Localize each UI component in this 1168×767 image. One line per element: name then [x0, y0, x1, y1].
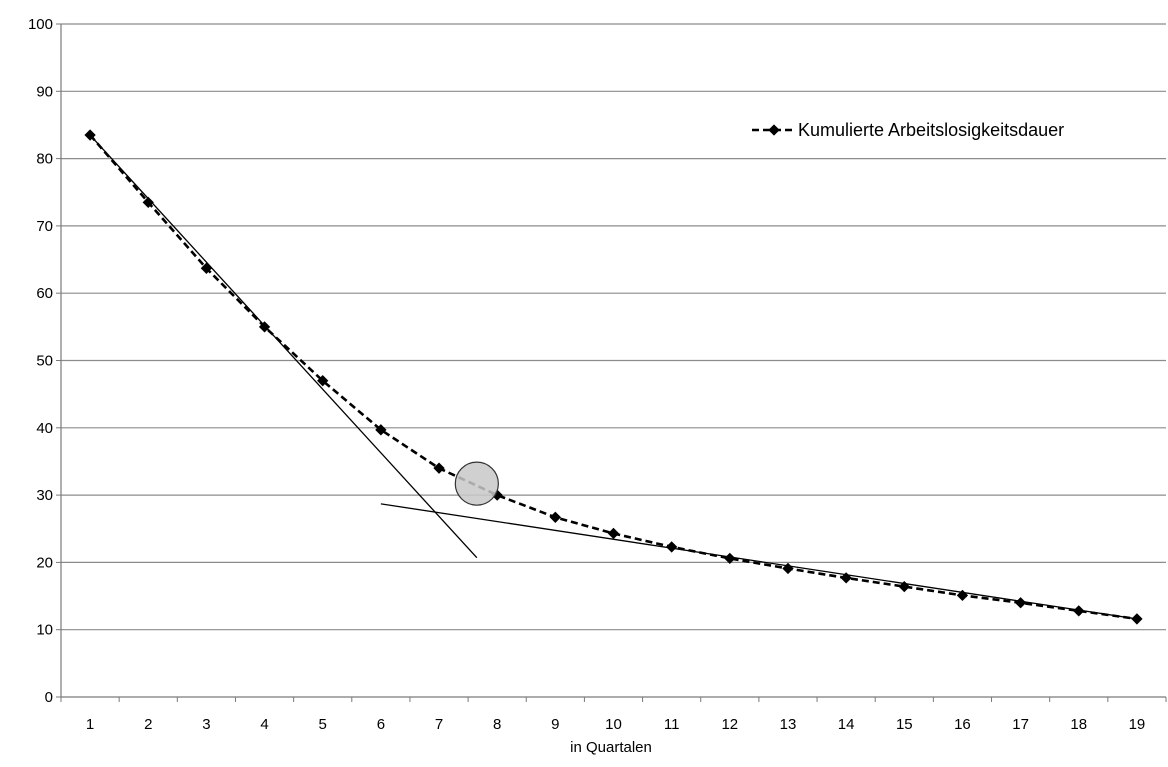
data-point-15 [898, 580, 910, 593]
x-tick-label-18: 18 [1070, 716, 1087, 733]
x-tick-label-10: 10 [605, 716, 622, 733]
y-tick-label-0: 0 [45, 689, 53, 706]
data-point-10 [607, 527, 620, 540]
x-tick-label-6: 6 [377, 716, 385, 733]
axes [56, 23, 1167, 702]
legend-label-series: Kumulierte Arbeitslosigkeitsdauer [798, 120, 1064, 140]
data-point-9 [549, 511, 561, 523]
x-tick-label-16: 16 [954, 716, 971, 733]
x-axis-title: in Quartalen [570, 739, 652, 756]
annotations [89, 134, 1138, 620]
x-tick-label-9: 9 [551, 716, 559, 733]
data-point-14 [840, 572, 852, 584]
highlight-circle [454, 461, 499, 506]
x-tick-label-1: 1 [86, 716, 94, 733]
data-point-16 [956, 589, 969, 602]
y-tick-label-50: 50 [36, 353, 53, 370]
data-point-13 [782, 562, 794, 575]
x-tick-label-4: 4 [260, 716, 268, 733]
y-tick-label-100: 100 [28, 16, 53, 33]
x-tick-label-2: 2 [144, 716, 152, 733]
x-tick-label-8: 8 [493, 716, 501, 733]
x-tick-label-13: 13 [780, 716, 797, 733]
y-tick-label-30: 30 [36, 487, 53, 504]
legend: Kumulierte Arbeitslosigkeitsdauer [752, 120, 1064, 140]
data-point-6 [375, 424, 387, 436]
gridlines [61, 23, 1166, 631]
data-point-7 [433, 462, 445, 474]
y-tick-label-40: 40 [36, 420, 53, 437]
tangent-line-2 [380, 503, 1138, 620]
tangent-line-1 [89, 134, 478, 559]
data-point-12 [724, 552, 736, 565]
x-tick-label-5: 5 [319, 716, 327, 733]
data-point-19 [1131, 613, 1143, 625]
x-tick-label-3: 3 [202, 716, 210, 733]
data-point-17 [1014, 597, 1027, 609]
x-tick-label-14: 14 [838, 716, 855, 733]
data-point-3 [200, 262, 213, 274]
data-point-11 [666, 541, 678, 553]
legend-marker [768, 124, 780, 136]
series [84, 129, 1143, 625]
y-tick-label-20: 20 [36, 554, 53, 571]
x-tick-label-19: 19 [1129, 716, 1146, 733]
data-point-4 [258, 321, 271, 333]
series-line-1 [89, 134, 1138, 621]
x-tick-label-17: 17 [1012, 716, 1029, 733]
x-tick-label-7: 7 [435, 716, 443, 733]
y-tick-label-70: 70 [36, 218, 53, 235]
data-point-2 [142, 196, 154, 209]
data-point-18 [1073, 605, 1085, 617]
y-tick-label-60: 60 [36, 285, 53, 302]
y-tick-label-10: 10 [36, 622, 53, 639]
data-point-5 [317, 375, 329, 387]
x-tick-label-11: 11 [664, 716, 680, 733]
x-tick-label-12: 12 [721, 716, 738, 733]
y-tick-label-80: 80 [36, 151, 53, 168]
x-tick-label-15: 15 [896, 716, 913, 733]
y-tick-label-90: 90 [36, 83, 53, 100]
